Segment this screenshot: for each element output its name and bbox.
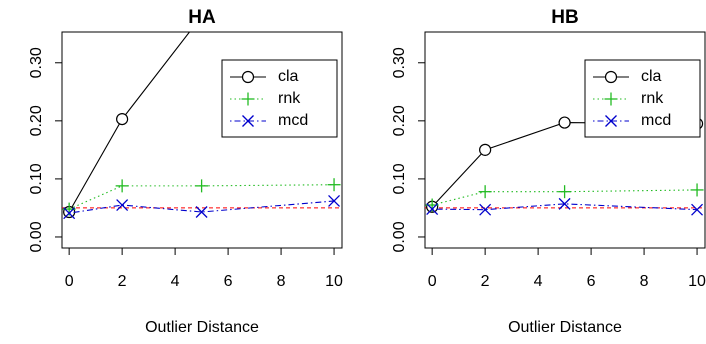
marker-circle xyxy=(604,70,618,84)
marker xyxy=(241,92,255,106)
y-tick-label: 0.20 xyxy=(391,105,408,136)
chart-title: HB xyxy=(551,7,578,28)
series-line xyxy=(68,32,191,213)
x-tick-label: 0 xyxy=(428,273,437,290)
y-tick-label: 0.10 xyxy=(28,163,45,194)
marker-stroke xyxy=(63,207,76,220)
legend-label: mcd xyxy=(278,112,308,129)
legend-box xyxy=(584,59,701,138)
marker-circle xyxy=(241,70,255,84)
marker xyxy=(327,178,341,192)
series-line xyxy=(68,184,335,210)
x-tick-label: 6 xyxy=(587,273,596,290)
marker-stroke xyxy=(605,115,617,127)
y-tick-label: 0.30 xyxy=(28,47,45,78)
marker-stroke xyxy=(479,203,492,216)
marker xyxy=(479,143,492,156)
marker xyxy=(195,206,208,218)
marker xyxy=(116,199,129,211)
legend-label: mcd xyxy=(641,112,671,129)
marker xyxy=(558,185,572,199)
x-axis-label: Outlier Distance xyxy=(145,319,259,336)
x-tick-label: 10 xyxy=(325,273,343,290)
marker-stroke xyxy=(691,203,704,216)
x-axis-label: Outlier Distance xyxy=(508,319,622,336)
marker-circle xyxy=(116,112,129,126)
marker xyxy=(690,183,704,197)
x-tick-label: 10 xyxy=(688,273,706,290)
legend-label: cla xyxy=(278,68,299,85)
marker xyxy=(558,116,571,129)
marker-stroke xyxy=(242,115,254,127)
x-tick-label: 8 xyxy=(640,273,649,290)
x-tick-label: 0 xyxy=(65,273,74,290)
marker xyxy=(605,115,617,127)
marker xyxy=(241,70,255,84)
marker-stroke xyxy=(558,197,571,210)
x-tick-label: 2 xyxy=(481,273,490,290)
marker xyxy=(63,207,76,220)
marker xyxy=(604,92,618,106)
marker xyxy=(604,70,618,84)
x-tick-label: 6 xyxy=(224,273,233,290)
marker xyxy=(426,203,439,216)
plot-box xyxy=(424,31,706,249)
marker-stroke xyxy=(195,206,208,218)
x-tick-label: 4 xyxy=(171,273,180,290)
plot-area xyxy=(62,32,342,220)
legend-box xyxy=(221,59,338,138)
marker xyxy=(558,197,571,210)
marker-circle xyxy=(558,116,571,129)
series-line xyxy=(432,203,698,211)
marker xyxy=(195,179,209,193)
marker xyxy=(478,185,492,199)
legend-label: cla xyxy=(641,68,662,85)
x-tick-label: 2 xyxy=(118,273,127,290)
plot-box xyxy=(61,31,343,249)
marker-stroke xyxy=(116,199,129,211)
marker xyxy=(479,203,492,216)
y-tick-label: 0.00 xyxy=(391,221,408,252)
legend: cla rnk mcd xyxy=(584,59,701,138)
marker xyxy=(328,195,341,207)
chart-title: HA xyxy=(188,7,216,28)
series-line xyxy=(432,189,698,206)
x-tick-label: 8 xyxy=(277,273,286,290)
y-tick-label: 0.30 xyxy=(391,47,408,78)
marker-stroke xyxy=(328,195,341,207)
y-tick-label: 0.20 xyxy=(28,105,45,136)
marker-circle xyxy=(479,143,492,156)
legend: cla rnk mcd xyxy=(221,59,338,138)
marker-stroke xyxy=(426,203,439,216)
y-tick-label: 0.10 xyxy=(391,163,408,194)
x-tick-label: 4 xyxy=(534,273,543,290)
marker xyxy=(115,179,129,193)
legend-label: rnk xyxy=(641,90,664,107)
marker xyxy=(116,112,129,126)
marker xyxy=(242,115,254,127)
y-tick-label: 0.00 xyxy=(28,221,45,252)
legend-label: rnk xyxy=(278,90,301,107)
marker xyxy=(691,203,704,216)
